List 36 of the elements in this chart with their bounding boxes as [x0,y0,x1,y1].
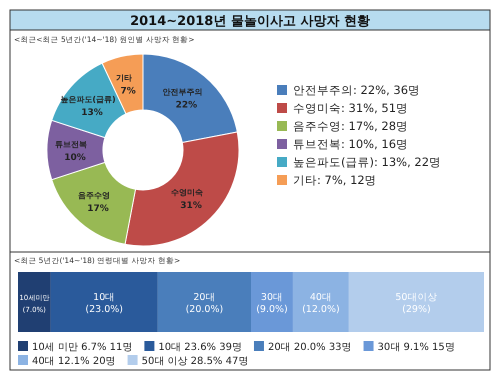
legend-label: 10세 미만 6.7% 11명 [32,342,132,353]
bar [158,272,251,332]
legend-label: 40대 12.1% 20명 [32,356,116,367]
text: 음주수영: 17%, 28명 [293,119,408,133]
slice-label: 수영미숙 [171,188,204,198]
data-label: 7% [120,86,136,97]
data-label: 50대이상 (29%) [395,292,438,315]
bar [18,272,51,332]
text: 기타: 7%, 12명 [293,173,377,187]
data-label: 40대 (12.0%) [302,292,340,315]
bar [50,272,158,332]
data-label: 20대 (20.0%) [186,292,224,315]
slice-label: 높은파도(급류) [60,95,116,104]
legend-label: 10대 23.6% 39명 [158,342,242,353]
data-label: 13% [81,108,103,118]
bar [251,272,293,332]
text: 안전부주의: 22%, 36명 [293,83,420,97]
data-label: 22% [176,100,198,111]
slice-label: 음주수영 [78,191,110,200]
data-label: 17% [87,204,109,214]
legend-label: 50대 이상 28.5% 47명 [142,356,248,367]
slice-label: 안전부주의 [162,88,202,97]
bar [292,272,349,332]
text: 수영미숙: 31%, 51명 [293,101,408,115]
text: 높은파도(급류): 13%, 22명 [293,155,442,169]
chart-title: 2014~2018년 물놀이사고 사망자 현황 [130,14,370,29]
bar [348,272,484,332]
legend-label: 20대 20.0% 33명 [268,342,352,353]
slice-label: 기타 [116,74,132,83]
text: 튜브전복: 10%, 16명 [293,137,408,151]
data-label: 30대 (9.0%) [256,292,288,315]
slice-label: 튜브전복 [55,140,87,149]
data-label: 31% [180,201,202,212]
data-label: 10대 (23.0%) [85,292,124,315]
data-label: 10% [64,153,86,163]
legend-label: 30대 9.1% 15명 [378,342,455,353]
